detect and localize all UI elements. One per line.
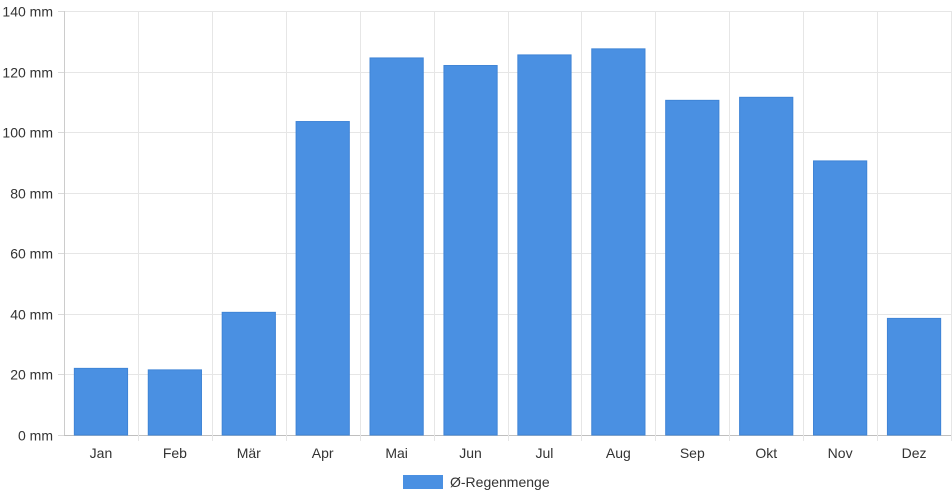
bar[interactable] [665,99,720,436]
x-tick-label: Sep [680,445,705,461]
bars-group [73,48,942,436]
bar[interactable] [517,54,572,436]
bar[interactable] [147,369,202,436]
bar[interactable] [295,121,350,436]
y-tick-label: 100 mm [2,125,53,141]
y-tick-label: 80 mm [10,186,53,202]
x-tick-label: Mär [237,445,261,461]
y-tick-label: 120 mm [2,65,53,81]
bar[interactable] [73,367,129,436]
x-tick-label: Jul [536,445,554,461]
legend[interactable]: Ø-Regenmenge [403,474,550,490]
y-axis: 0 mm 20 mm 40 mm 60 mm 80 mm 100 mm 120 mm 140 … [2,4,64,444]
y-tick-label: 60 mm [10,246,53,262]
x-tick-label: Jan [90,445,113,461]
y-tick-label: 20 mm [10,367,53,383]
bar[interactable] [443,65,498,436]
bar[interactable] [886,317,942,436]
y-tick-label: 140 mm [2,4,53,20]
bar[interactable] [813,160,868,436]
grid-lines [64,11,952,441]
x-tick-label: Aug [606,445,631,461]
x-tick-label: Jun [459,445,482,461]
x-tick-label: Feb [163,445,187,461]
legend-label: Ø-Regenmenge [450,474,550,490]
x-tick-label: Okt [755,445,777,461]
bar[interactable] [369,57,424,436]
x-axis: Jan Feb Mär Apr Mai Jun Jul Aug Sep Okt Nov Dez [90,445,927,461]
legend-swatch [403,475,443,489]
x-tick-label: Mai [385,445,408,461]
bar[interactable] [739,96,794,436]
y-tick-label: 0 mm [18,428,53,444]
bar[interactable] [591,48,646,436]
x-tick-label: Dez [902,445,927,461]
x-tick-label: Nov [828,445,853,461]
bar[interactable] [221,311,276,436]
x-tick-label: Apr [312,445,334,461]
y-tick-label: 40 mm [10,307,53,323]
